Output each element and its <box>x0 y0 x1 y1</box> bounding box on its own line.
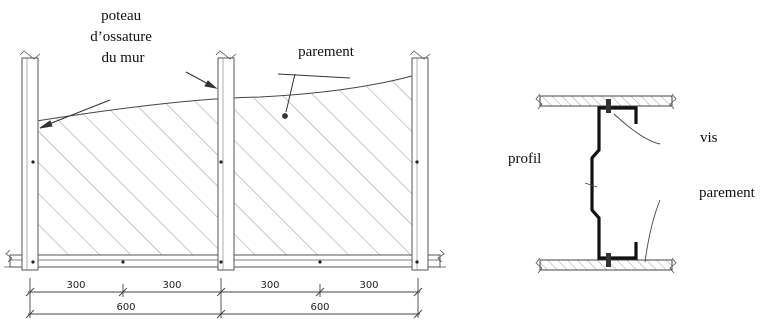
sheathing-label: parement <box>298 44 355 60</box>
dim-300: 300 <box>66 280 85 291</box>
screw-label: vis <box>700 130 718 146</box>
c-profile <box>590 106 638 260</box>
profile-section: vis profil parement <box>508 93 756 274</box>
dim-300: 300 <box>260 280 279 291</box>
stud-label-line: d’ossature <box>90 29 152 45</box>
stud-middle <box>215 50 237 271</box>
leader-lines <box>39 71 351 129</box>
screw-points <box>31 160 419 264</box>
profile-label: profil <box>508 151 541 167</box>
wall-elevation: poteau d’ossature du mur parement 300 <box>4 8 446 319</box>
stud-label-line: poteau <box>101 8 141 24</box>
screws <box>606 99 611 267</box>
stud-label-line: du mur <box>102 50 145 66</box>
stud-left <box>19 50 41 271</box>
section-leaders <box>584 113 661 263</box>
stud-right <box>409 50 431 271</box>
section-sheathing-label: parement <box>699 185 756 201</box>
dim-300: 300 <box>359 280 378 291</box>
dimension-lines <box>25 278 423 319</box>
stud-label: poteau d’ossature du mur <box>90 8 155 66</box>
dimension-labels: 300 300 300 300 600 600 <box>66 280 378 313</box>
dim-600: 600 <box>310 302 329 313</box>
dim-600: 600 <box>116 302 135 313</box>
dim-300: 300 <box>162 280 181 291</box>
